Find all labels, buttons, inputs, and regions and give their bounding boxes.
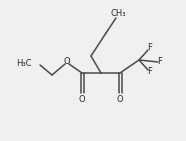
Text: O: O: [117, 95, 123, 104]
Text: F: F: [147, 42, 153, 51]
Text: H₃C: H₃C: [17, 59, 32, 68]
Text: F: F: [147, 68, 153, 77]
Text: O: O: [79, 95, 85, 104]
Text: F: F: [158, 58, 162, 67]
Text: O: O: [64, 58, 70, 67]
Text: CH₃: CH₃: [110, 8, 126, 17]
